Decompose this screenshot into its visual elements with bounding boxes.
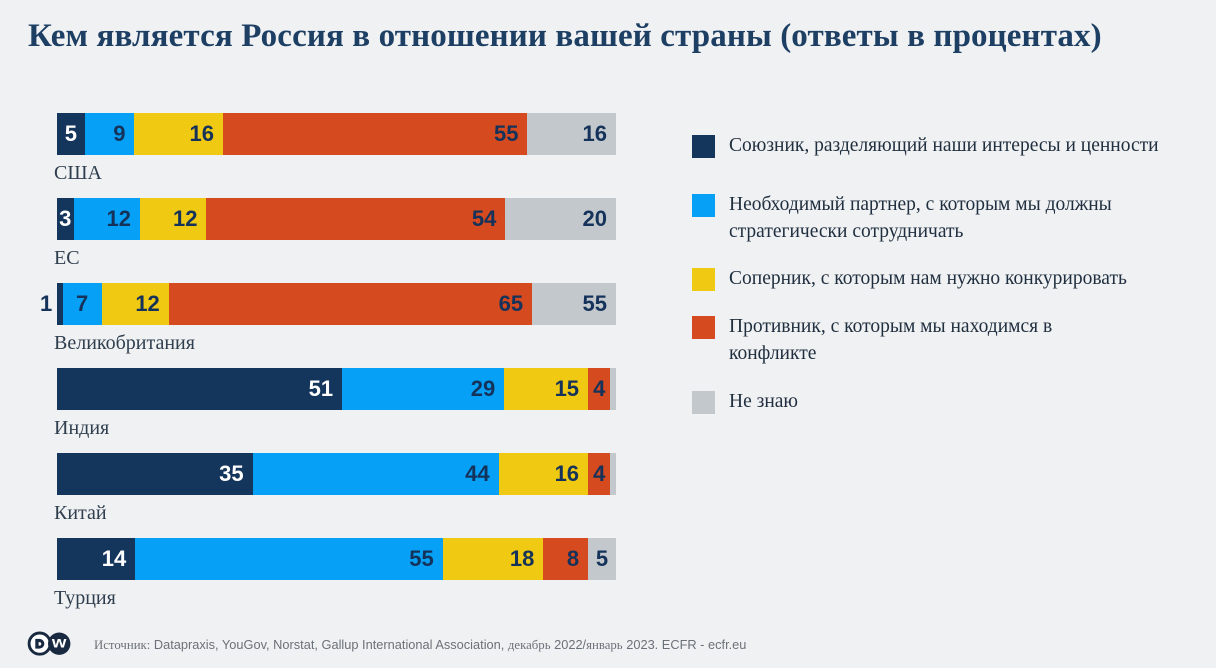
svg-text:w: w: [51, 635, 68, 652]
